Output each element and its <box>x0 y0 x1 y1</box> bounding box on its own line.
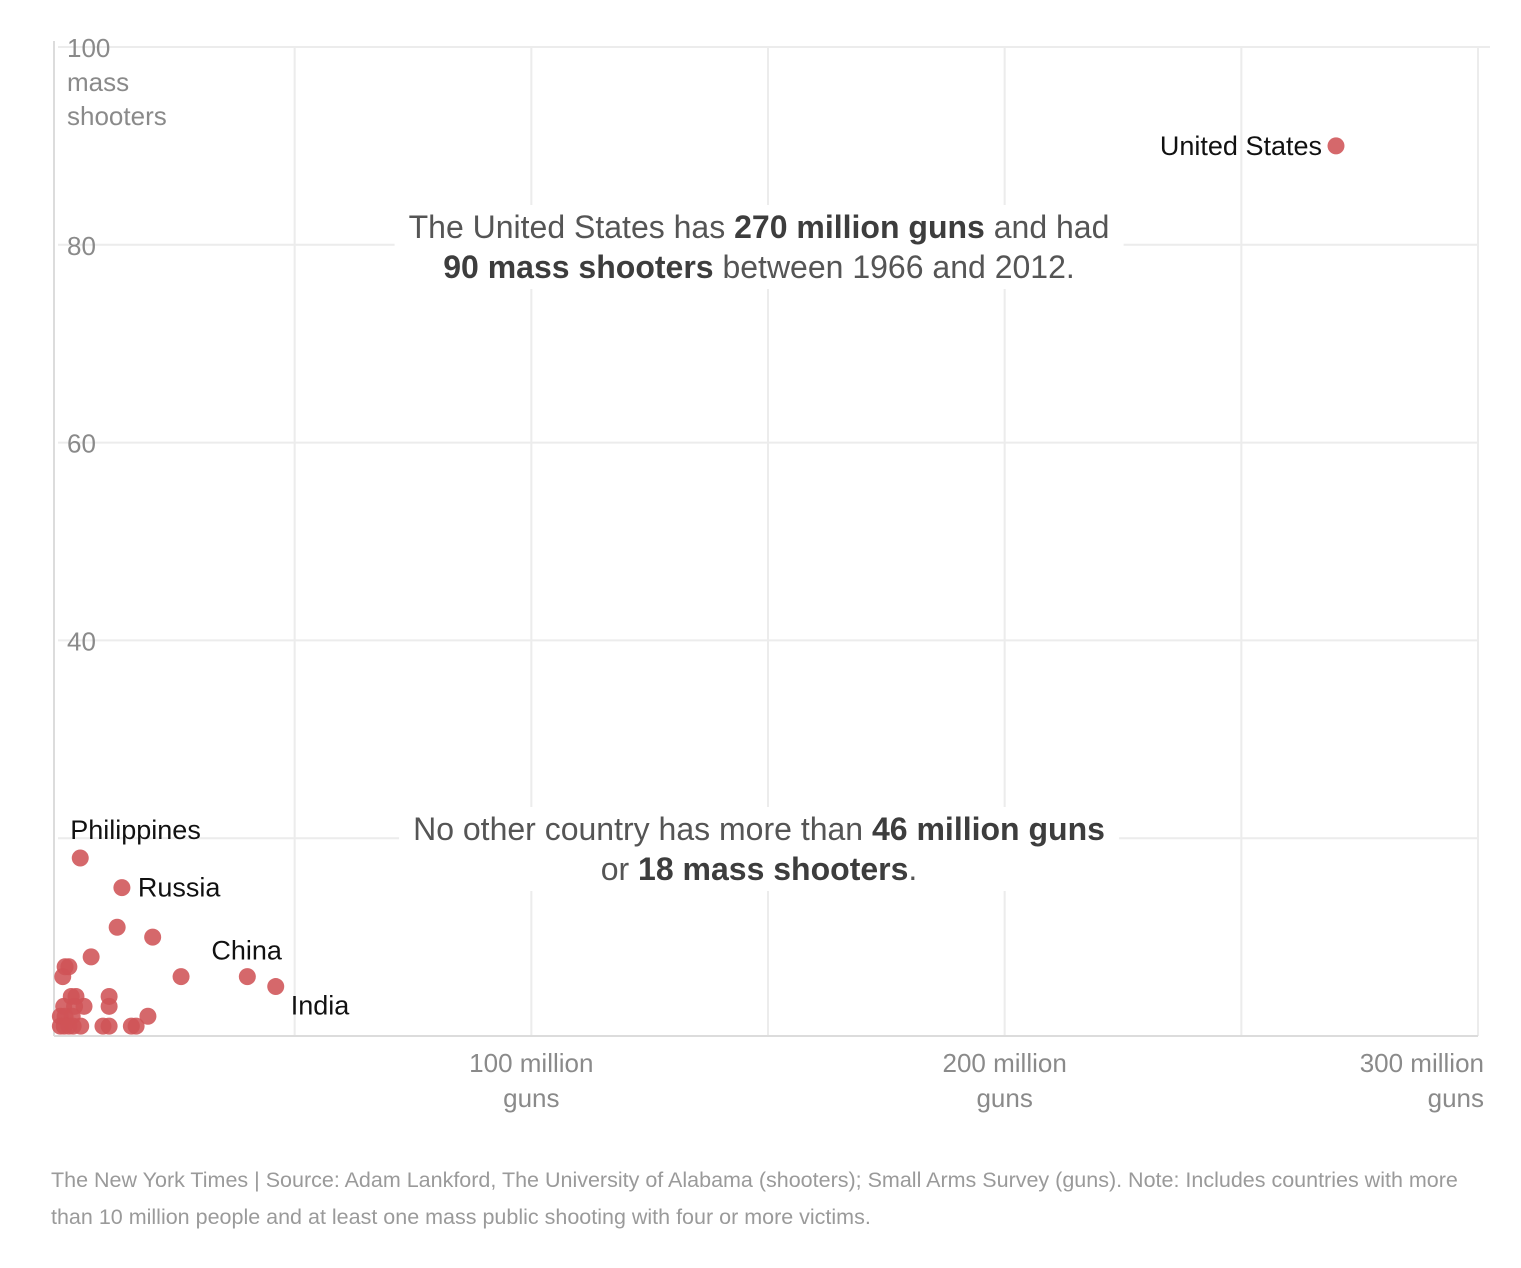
data-point <box>75 997 93 1015</box>
y-tick-line: mass <box>67 67 129 97</box>
data-point <box>100 1017 118 1035</box>
y-tick-line: 60 <box>67 429 96 459</box>
data-point <box>82 948 100 966</box>
y-tick-line: 40 <box>67 626 96 656</box>
data-point <box>127 1017 145 1035</box>
data-point-united-states <box>1327 137 1345 155</box>
data-point <box>144 928 162 946</box>
y-tick-label: 100 mass shooters <box>67 33 167 131</box>
point-labels: United States Philippines Russia China India <box>70 131 1322 1021</box>
y-tick-label: 40 <box>67 626 96 656</box>
data-point <box>100 997 118 1015</box>
data-points <box>51 137 1345 1035</box>
data-point <box>54 968 72 986</box>
x-tick-label: 300 million guns <box>1360 1048 1484 1113</box>
x-tick-line: 100 million <box>469 1048 593 1078</box>
data-point-philippines <box>71 849 89 867</box>
annotation-line: 90 mass shooters between 1966 and 2012. <box>409 247 1110 287</box>
x-tick-line: 200 million <box>943 1048 1067 1078</box>
label-united-states: United States <box>1160 131 1322 161</box>
y-tick-label: 80 <box>67 231 96 261</box>
x-tick-line: guns <box>976 1083 1032 1113</box>
annotation-text: between 1966 and 2012. <box>713 249 1075 285</box>
annotation-text: or <box>600 851 639 887</box>
annotation-line: The United States has 270 million guns a… <box>409 207 1110 247</box>
y-tick-line: 80 <box>67 231 96 261</box>
scatter-chart: United States Philippines Russia China India… <box>51 33 1490 1113</box>
annotation-emphasis: 90 mass shooters <box>443 249 714 285</box>
annotation-others: No other country has more than 46 millio… <box>399 807 1119 891</box>
annotation-line: No other country has more than 46 millio… <box>413 809 1105 849</box>
y-tick-line: shooters <box>67 101 167 131</box>
x-tick-label: 100 million guns <box>469 1048 593 1113</box>
x-tick-line: guns <box>1428 1083 1484 1113</box>
annotation-text: and had <box>984 209 1110 245</box>
annotation-text: The United States has <box>408 209 735 245</box>
data-point <box>172 968 190 986</box>
x-tick-line: 300 million <box>1360 1048 1484 1078</box>
data-point-russia <box>113 879 131 897</box>
data-point <box>139 1007 157 1025</box>
source-note: The New York Times | Source: Adam Lankfo… <box>51 1168 1458 1229</box>
y-tick-label: 60 <box>67 429 96 459</box>
annotation-emphasis: 46 million guns <box>871 811 1105 847</box>
label-philippines: Philippines <box>70 815 201 845</box>
x-tick-line: guns <box>503 1083 559 1113</box>
data-point-china <box>238 968 256 986</box>
label-china: China <box>211 936 283 966</box>
data-point <box>108 918 126 936</box>
y-tick-line: 100 <box>67 33 110 63</box>
annotation-emphasis: 18 mass shooters <box>638 851 909 887</box>
grid <box>58 46 1490 1036</box>
axes <box>53 41 1478 1037</box>
y-axis-ticks: 100 mass shooters 80 60 40 <box>67 33 167 656</box>
x-tick-label: 200 million guns <box>943 1048 1067 1113</box>
annotation-emphasis: 270 million guns <box>734 209 985 245</box>
annotation-text: . <box>908 851 918 887</box>
label-india: India <box>291 991 351 1021</box>
annotation-line: or 18 mass shooters. <box>413 849 1105 889</box>
data-point <box>72 1017 90 1035</box>
annotation-text: No other country has more than <box>413 811 872 847</box>
label-russia: Russia <box>138 873 222 903</box>
data-point-india <box>267 978 285 996</box>
annotation-us: The United States has 270 million guns a… <box>394 205 1124 289</box>
